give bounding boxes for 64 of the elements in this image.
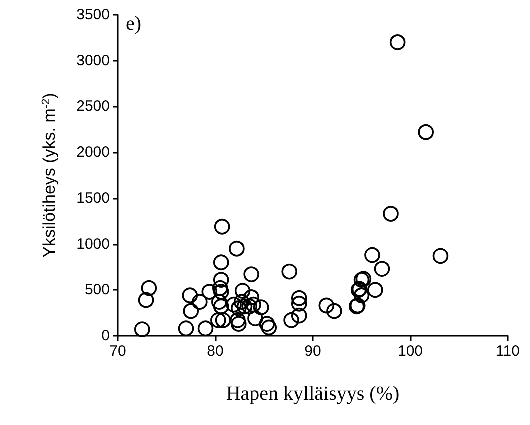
point: [198, 320, 214, 337]
y-tick-label: 2500: [76, 98, 110, 116]
x-tick-label: 80: [207, 343, 224, 360]
point: [229, 240, 245, 257]
point: [291, 296, 308, 312]
point: [354, 288, 370, 304]
point: [210, 312, 226, 328]
x-tick-label: 100: [398, 343, 424, 360]
point: [418, 124, 434, 140]
y-tick-label: 3000: [76, 52, 110, 70]
annotation: e): [126, 13, 142, 35]
point: [212, 294, 228, 310]
point: [374, 261, 390, 277]
point: [432, 248, 449, 264]
point: [212, 280, 228, 296]
point: [183, 303, 200, 320]
point: [318, 298, 335, 314]
y-axis-title: Yksilötiheys (yks. m-2): [40, 93, 59, 258]
point: [213, 254, 230, 271]
point: [291, 308, 308, 324]
point: [261, 320, 278, 336]
point: [259, 316, 276, 332]
y-tick-label: 1500: [76, 190, 110, 207]
point: [236, 298, 253, 315]
point: [291, 290, 308, 306]
y-tick-label: 1000: [76, 236, 110, 253]
point: [282, 264, 298, 280]
point: [213, 284, 230, 300]
point: [230, 312, 246, 328]
point: [244, 266, 260, 282]
point: [231, 316, 247, 332]
y-tick-label: 0: [102, 328, 110, 344]
point: [213, 298, 230, 315]
point: [213, 272, 230, 288]
point: [246, 296, 262, 313]
x-tick-label: 90: [304, 343, 322, 360]
point: [192, 294, 208, 310]
point: [215, 312, 232, 328]
point: [226, 296, 242, 313]
point: [214, 218, 230, 235]
point: [178, 320, 194, 337]
point: [390, 34, 406, 50]
point: [242, 298, 258, 315]
point: [138, 292, 154, 308]
point: [248, 310, 264, 326]
x-axis-title: Hapen kylläisyys (%): [226, 383, 400, 405]
x-tick-label: 70: [110, 343, 126, 360]
point: [202, 284, 218, 300]
point: [284, 312, 300, 328]
point: [182, 288, 198, 304]
point: [383, 206, 399, 222]
y-tick-label: 500: [84, 282, 110, 299]
y-tick-label: 3500: [76, 6, 110, 24]
point: [326, 303, 342, 320]
x-tick-label: 110: [496, 343, 520, 360]
point: [253, 300, 270, 316]
point: [234, 283, 251, 299]
point: [141, 280, 158, 296]
point: [364, 247, 380, 264]
point: [368, 282, 384, 298]
point: [231, 300, 247, 316]
y-tick-label: 2000: [76, 144, 110, 162]
point: [134, 322, 150, 338]
point: [244, 290, 260, 306]
